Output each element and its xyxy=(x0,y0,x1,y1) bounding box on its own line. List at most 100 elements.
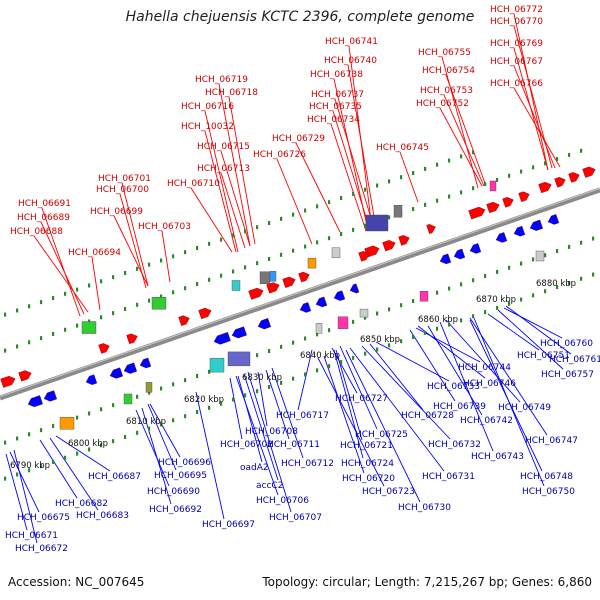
gene-label-forward[interactable]: HCH_06729 xyxy=(272,134,325,144)
gene-forward[interactable] xyxy=(518,190,531,203)
gene-label-reverse[interactable]: HCH_06675 xyxy=(17,513,70,523)
feature-box[interactable] xyxy=(489,180,497,192)
gene-label-reverse[interactable]: HCH_06761 xyxy=(549,355,600,365)
gene-label-reverse[interactable]: HCH_06725 xyxy=(355,430,408,440)
gene-label-forward[interactable]: HCH_06738 xyxy=(310,70,363,80)
gene-label-reverse[interactable]: HCH_06687 xyxy=(88,472,141,482)
gene-reverse[interactable] xyxy=(513,225,526,238)
gene-label-reverse[interactable]: HCH_06708 xyxy=(245,427,298,437)
gene-forward[interactable] xyxy=(398,234,411,246)
gene-label-forward[interactable]: HCH_06701 xyxy=(98,174,151,184)
gene-label-forward[interactable]: HCH_06726 xyxy=(253,150,306,160)
feature-box[interactable] xyxy=(151,297,167,310)
gene-reverse[interactable] xyxy=(349,283,360,295)
gene-label-forward[interactable]: HCH_06713 xyxy=(197,164,250,174)
gene-reverse[interactable] xyxy=(213,332,231,346)
gene-label-reverse[interactable]: HCH_06757 xyxy=(541,370,594,380)
gene-label-forward[interactable]: HCH_06718 xyxy=(205,88,258,98)
gene-label-reverse[interactable]: HCH_06671 xyxy=(5,531,58,541)
gene-label-forward[interactable]: HCH_06719 xyxy=(195,75,248,85)
gene-forward[interactable] xyxy=(554,176,567,188)
gene-reverse[interactable] xyxy=(123,362,138,375)
feature-box[interactable] xyxy=(393,205,403,218)
gene-reverse[interactable] xyxy=(257,318,272,330)
gene-reverse[interactable] xyxy=(139,357,152,370)
gene-forward[interactable] xyxy=(568,171,581,183)
gene-label-forward[interactable]: HCH_06710 xyxy=(167,179,220,189)
gene-label-reverse[interactable]: HCH_06712 xyxy=(281,459,334,469)
gene-label-forward[interactable]: HCH_06745 xyxy=(376,143,429,153)
gene-label-reverse[interactable]: HCH_06747 xyxy=(525,436,578,446)
gene-forward[interactable] xyxy=(426,223,438,234)
gene-label-forward[interactable]: HCH_06699 xyxy=(90,207,143,217)
gene-label-reverse[interactable]: HCH_06720 xyxy=(342,474,395,484)
gene-forward[interactable] xyxy=(282,275,297,288)
gene-label-reverse[interactable]: HCH_06672 xyxy=(15,544,68,554)
feature-box[interactable] xyxy=(331,247,341,258)
gene-label-forward[interactable]: HCH_06688 xyxy=(10,227,63,237)
gene-label-reverse[interactable]: HCH_06760 xyxy=(540,339,593,349)
gene-label-forward[interactable]: HCH_06691 xyxy=(18,199,71,209)
gene-label-reverse[interactable]: HCH_06739 xyxy=(433,402,486,412)
gene-label-reverse[interactable]: HCH_06692 xyxy=(149,505,202,515)
gene-label-reverse[interactable]: HCH_06728 xyxy=(401,411,454,421)
gene-label-reverse[interactable]: HCH_06717 xyxy=(276,411,329,421)
gene-label-reverse[interactable]: HCH_06748 xyxy=(520,472,573,482)
gene-reverse[interactable] xyxy=(27,395,43,408)
gene-label-reverse[interactable]: HCH_06702 xyxy=(220,440,273,450)
gene-label-forward[interactable]: HCH_06769 xyxy=(490,39,543,49)
gene-reverse[interactable] xyxy=(453,248,466,261)
gene-label-forward[interactable]: HCH_06767 xyxy=(490,57,543,67)
gene-label-reverse[interactable]: HCH_06727 xyxy=(335,394,388,404)
gene-label-reverse[interactable]: HCH_06683 xyxy=(76,511,129,521)
gene-label-reverse[interactable]: HCH_06711 xyxy=(267,440,320,450)
gene-label-reverse[interactable]: HCH_06706 xyxy=(256,496,309,506)
feature-box[interactable] xyxy=(315,323,323,334)
gene-forward[interactable] xyxy=(0,374,17,388)
gene-label-reverse[interactable]: HCH_06732 xyxy=(428,440,481,450)
gene-forward[interactable] xyxy=(178,314,191,326)
feature-box[interactable] xyxy=(269,271,277,282)
feature-box[interactable] xyxy=(209,357,225,373)
gene-label-forward[interactable]: HCH_06740 xyxy=(324,56,377,66)
gene-label-reverse[interactable]: HCH_06695 xyxy=(154,471,207,481)
gene-reverse[interactable] xyxy=(547,214,560,226)
gene-label-forward[interactable]: HCH_06766 xyxy=(490,79,543,89)
gene-forward[interactable] xyxy=(266,281,281,294)
gene-forward[interactable] xyxy=(18,369,33,382)
gene-label-forward[interactable]: HCH_06716 xyxy=(181,102,234,112)
gene-forward[interactable] xyxy=(248,286,265,300)
gene-reverse[interactable] xyxy=(469,243,482,255)
gene-reverse[interactable] xyxy=(85,374,98,387)
gene-reverse[interactable] xyxy=(529,219,544,232)
gene-label-forward[interactable]: HCH_06753 xyxy=(420,86,473,96)
gene-forward[interactable] xyxy=(298,270,311,283)
gene-forward[interactable] xyxy=(582,165,597,178)
feature-box[interactable] xyxy=(337,316,349,329)
gene-label-forward[interactable]: HCH_06734 xyxy=(307,115,360,125)
gene-label-reverse[interactable]: HCH_06682 xyxy=(55,499,108,509)
feature-box[interactable] xyxy=(81,321,97,334)
feature-box[interactable] xyxy=(59,416,75,430)
gene-forward[interactable] xyxy=(502,196,515,208)
gene-label-forward[interactable]: HCH_06700 xyxy=(96,185,149,195)
gene-forward[interactable] xyxy=(486,200,501,214)
gene-label-reverse[interactable]: HCH_06723 xyxy=(362,487,415,497)
gene-reverse[interactable] xyxy=(231,326,247,340)
gene-label-forward[interactable]: HCH_06737 xyxy=(311,90,364,100)
gene-label-reverse[interactable]: HCH_06750 xyxy=(522,487,575,497)
feature-box[interactable] xyxy=(145,382,153,393)
gene-label-forward[interactable]: HCH_10032 xyxy=(181,122,234,132)
gene-forward[interactable] xyxy=(126,332,139,345)
gene-reverse[interactable] xyxy=(315,296,328,309)
feature-box[interactable] xyxy=(365,214,389,232)
gene-label-reverse[interactable]: HCH_06730 xyxy=(398,503,451,513)
feature-box[interactable] xyxy=(227,351,251,367)
gene-label-reverse[interactable]: accC2 xyxy=(256,481,283,491)
feature-box[interactable] xyxy=(419,291,429,302)
gene-forward[interactable] xyxy=(468,205,487,220)
gene-label-reverse[interactable]: HCH_06743 xyxy=(471,452,524,462)
gene-forward[interactable] xyxy=(98,342,111,354)
gene-label-forward[interactable]: HCH_06715 xyxy=(197,142,250,152)
gene-label-reverse[interactable]: HCH_06731 xyxy=(422,472,475,482)
